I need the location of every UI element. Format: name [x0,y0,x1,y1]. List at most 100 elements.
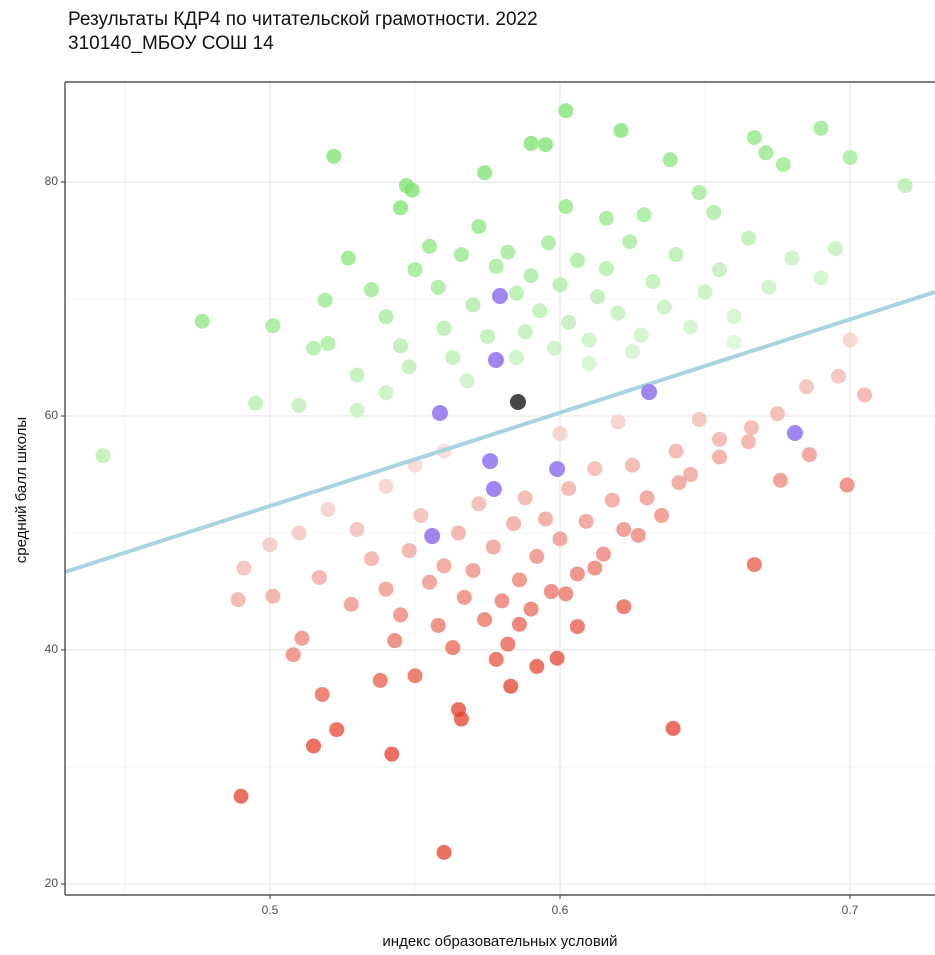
point [430,279,446,295]
point [636,207,652,223]
point [558,103,574,119]
point [801,447,817,463]
point [477,612,493,628]
point [393,200,409,216]
point [596,546,612,562]
point [784,250,800,266]
point [393,338,409,354]
point [306,340,322,356]
point [656,299,672,315]
point [578,513,594,529]
point [436,844,452,860]
point [517,490,533,506]
point [552,426,568,442]
point [552,531,568,547]
point [633,327,649,343]
point [540,235,556,251]
point [430,617,446,633]
point [422,574,438,590]
highlight-point [549,461,566,478]
point [384,746,400,762]
point [509,350,525,366]
point [569,619,585,635]
point [645,273,661,289]
point [378,309,394,325]
point [616,599,632,615]
y-tick-label: 60 [45,408,59,422]
point [538,137,554,153]
point [413,507,429,523]
point [775,156,791,172]
point [546,340,562,356]
point [587,560,603,576]
point [349,402,365,418]
point [387,633,403,649]
point [407,262,423,278]
point [194,313,210,329]
point [761,279,777,295]
point [610,305,626,321]
point [404,182,420,198]
axes: 0.5 0.6 0.7 20 40 60 80 [45,81,935,917]
y-tick-label: 40 [45,642,59,656]
point [364,282,380,298]
point [668,443,684,459]
point [610,414,626,430]
point [830,368,846,384]
point [456,589,472,605]
point [500,636,516,652]
point [488,651,504,667]
point [604,492,620,508]
point [465,297,481,313]
x-axis-label: индекс образовательных условий [382,933,617,950]
x-tick-label: 0.5 [262,903,279,917]
point [616,522,632,538]
point [480,328,496,344]
point [329,722,345,738]
point [639,490,655,506]
y-axis-label: средний балл школы [13,417,30,563]
point [706,204,722,220]
point [248,395,264,411]
point [401,359,417,375]
point [839,477,855,493]
point [523,135,539,151]
point [343,596,359,612]
point [758,145,774,161]
point [291,525,307,541]
point [407,668,423,684]
point [506,516,522,532]
highlight-point [509,393,526,410]
chart-subtitle: 310140_МБОУ СОШ 14 [68,33,274,54]
point [340,250,356,266]
point [445,640,461,656]
point [230,592,246,608]
point [590,289,606,305]
point [453,247,469,263]
highlight-point [485,481,502,498]
point [471,496,487,512]
point [654,507,670,523]
point [683,467,699,483]
point [349,367,365,383]
point [477,165,493,181]
point [598,210,614,226]
point [378,385,394,401]
point [712,431,728,447]
y-tick-label: 80 [45,174,59,188]
point [422,238,438,254]
point [320,502,336,518]
point [306,738,322,754]
point [465,562,481,578]
point [712,262,728,278]
point [378,581,394,597]
point [445,350,461,366]
point [236,560,252,576]
point [569,252,585,268]
chart-title: Результаты КДР4 по читательской грамотно… [68,9,538,30]
point [726,309,742,325]
point [741,230,757,246]
point [630,527,646,543]
point [532,303,548,319]
